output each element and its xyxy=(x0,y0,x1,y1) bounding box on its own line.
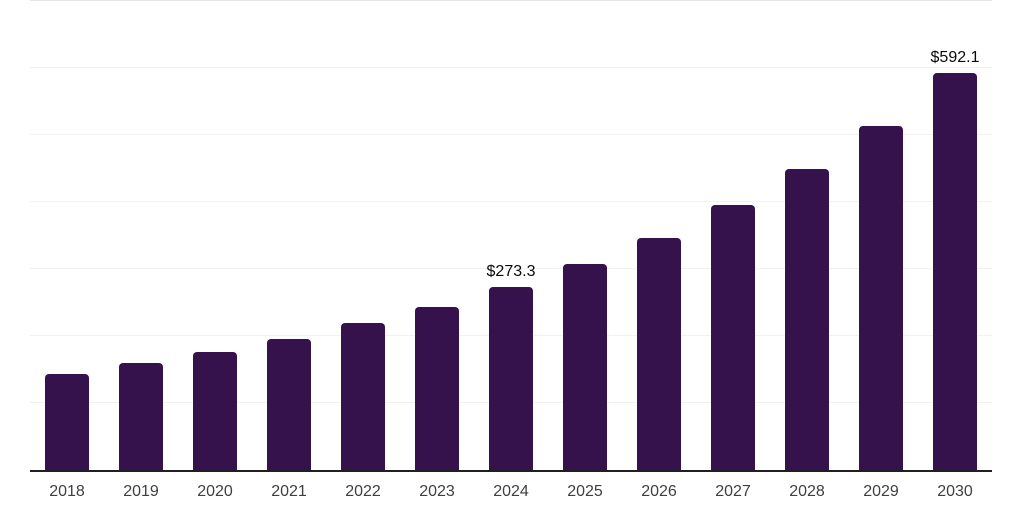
x-tick-label-2021: 2021 xyxy=(271,483,307,500)
x-axis-line xyxy=(30,470,992,472)
gridline xyxy=(30,134,992,135)
gridline xyxy=(30,268,992,269)
bar-2023[interactable] xyxy=(415,307,459,470)
x-tick-label-2024: 2024 xyxy=(493,483,529,500)
x-tick-label-2028: 2028 xyxy=(789,483,825,500)
bar-slot-2019 xyxy=(104,1,178,470)
bar-2030[interactable] xyxy=(933,73,977,470)
bar-slot-2030: $592.1 xyxy=(918,1,992,470)
x-tick-label-2030: 2030 xyxy=(937,483,973,500)
bar-slot-2025 xyxy=(548,1,622,470)
gridline xyxy=(30,67,992,68)
x-tick-label-2019: 2019 xyxy=(123,483,159,500)
x-axis-labels: 2018 2019 2020 2021 2022 2023 2024 2025 2026 2027… xyxy=(30,472,992,512)
bar-slot-2023 xyxy=(400,1,474,470)
bar-value-label-2030: $592.1 xyxy=(930,49,980,67)
bar-2027[interactable] xyxy=(711,205,755,470)
bar-2028[interactable] xyxy=(785,169,829,470)
bar-2029[interactable] xyxy=(859,125,903,470)
bar-slot-2028 xyxy=(770,1,844,470)
bar-2024[interactable] xyxy=(489,286,533,470)
bar-slot-2029 xyxy=(844,1,918,470)
bar-slot-2027 xyxy=(696,1,770,470)
x-tick-label-2026: 2026 xyxy=(641,483,677,500)
x-tick-label-2027: 2027 xyxy=(715,483,751,500)
bar-slot-2021 xyxy=(252,1,326,470)
bar-2020[interactable] xyxy=(193,352,237,470)
bars-container: $273.3 $592.1 xyxy=(30,1,992,470)
bar-slot-2018 xyxy=(30,1,104,470)
bar-2026[interactable] xyxy=(637,237,681,470)
x-tick-label-2023: 2023 xyxy=(419,483,455,500)
bar-slot-2024: $273.3 xyxy=(474,1,548,470)
gridline xyxy=(30,0,992,1)
gridline xyxy=(30,201,992,202)
x-tick-label-2020: 2020 xyxy=(197,483,233,500)
bar-2018[interactable] xyxy=(45,373,89,470)
bar-slot-2020 xyxy=(178,1,252,470)
x-tick-label-2022: 2022 xyxy=(345,483,381,500)
bar-2021[interactable] xyxy=(267,339,311,470)
bar-2019[interactable] xyxy=(119,362,163,470)
x-tick-label-2029: 2029 xyxy=(863,483,899,500)
x-tick-label-2018: 2018 xyxy=(49,483,85,500)
bar-slot-2022 xyxy=(326,1,400,470)
x-tick-label-2025: 2025 xyxy=(567,483,603,500)
bar-2025[interactable] xyxy=(563,263,607,470)
bar-slot-2026 xyxy=(622,1,696,470)
plot-area: $273.3 $592.1 xyxy=(30,0,992,472)
bar-value-label-2024: $273.3 xyxy=(486,262,536,280)
bar-2022[interactable] xyxy=(341,323,385,470)
